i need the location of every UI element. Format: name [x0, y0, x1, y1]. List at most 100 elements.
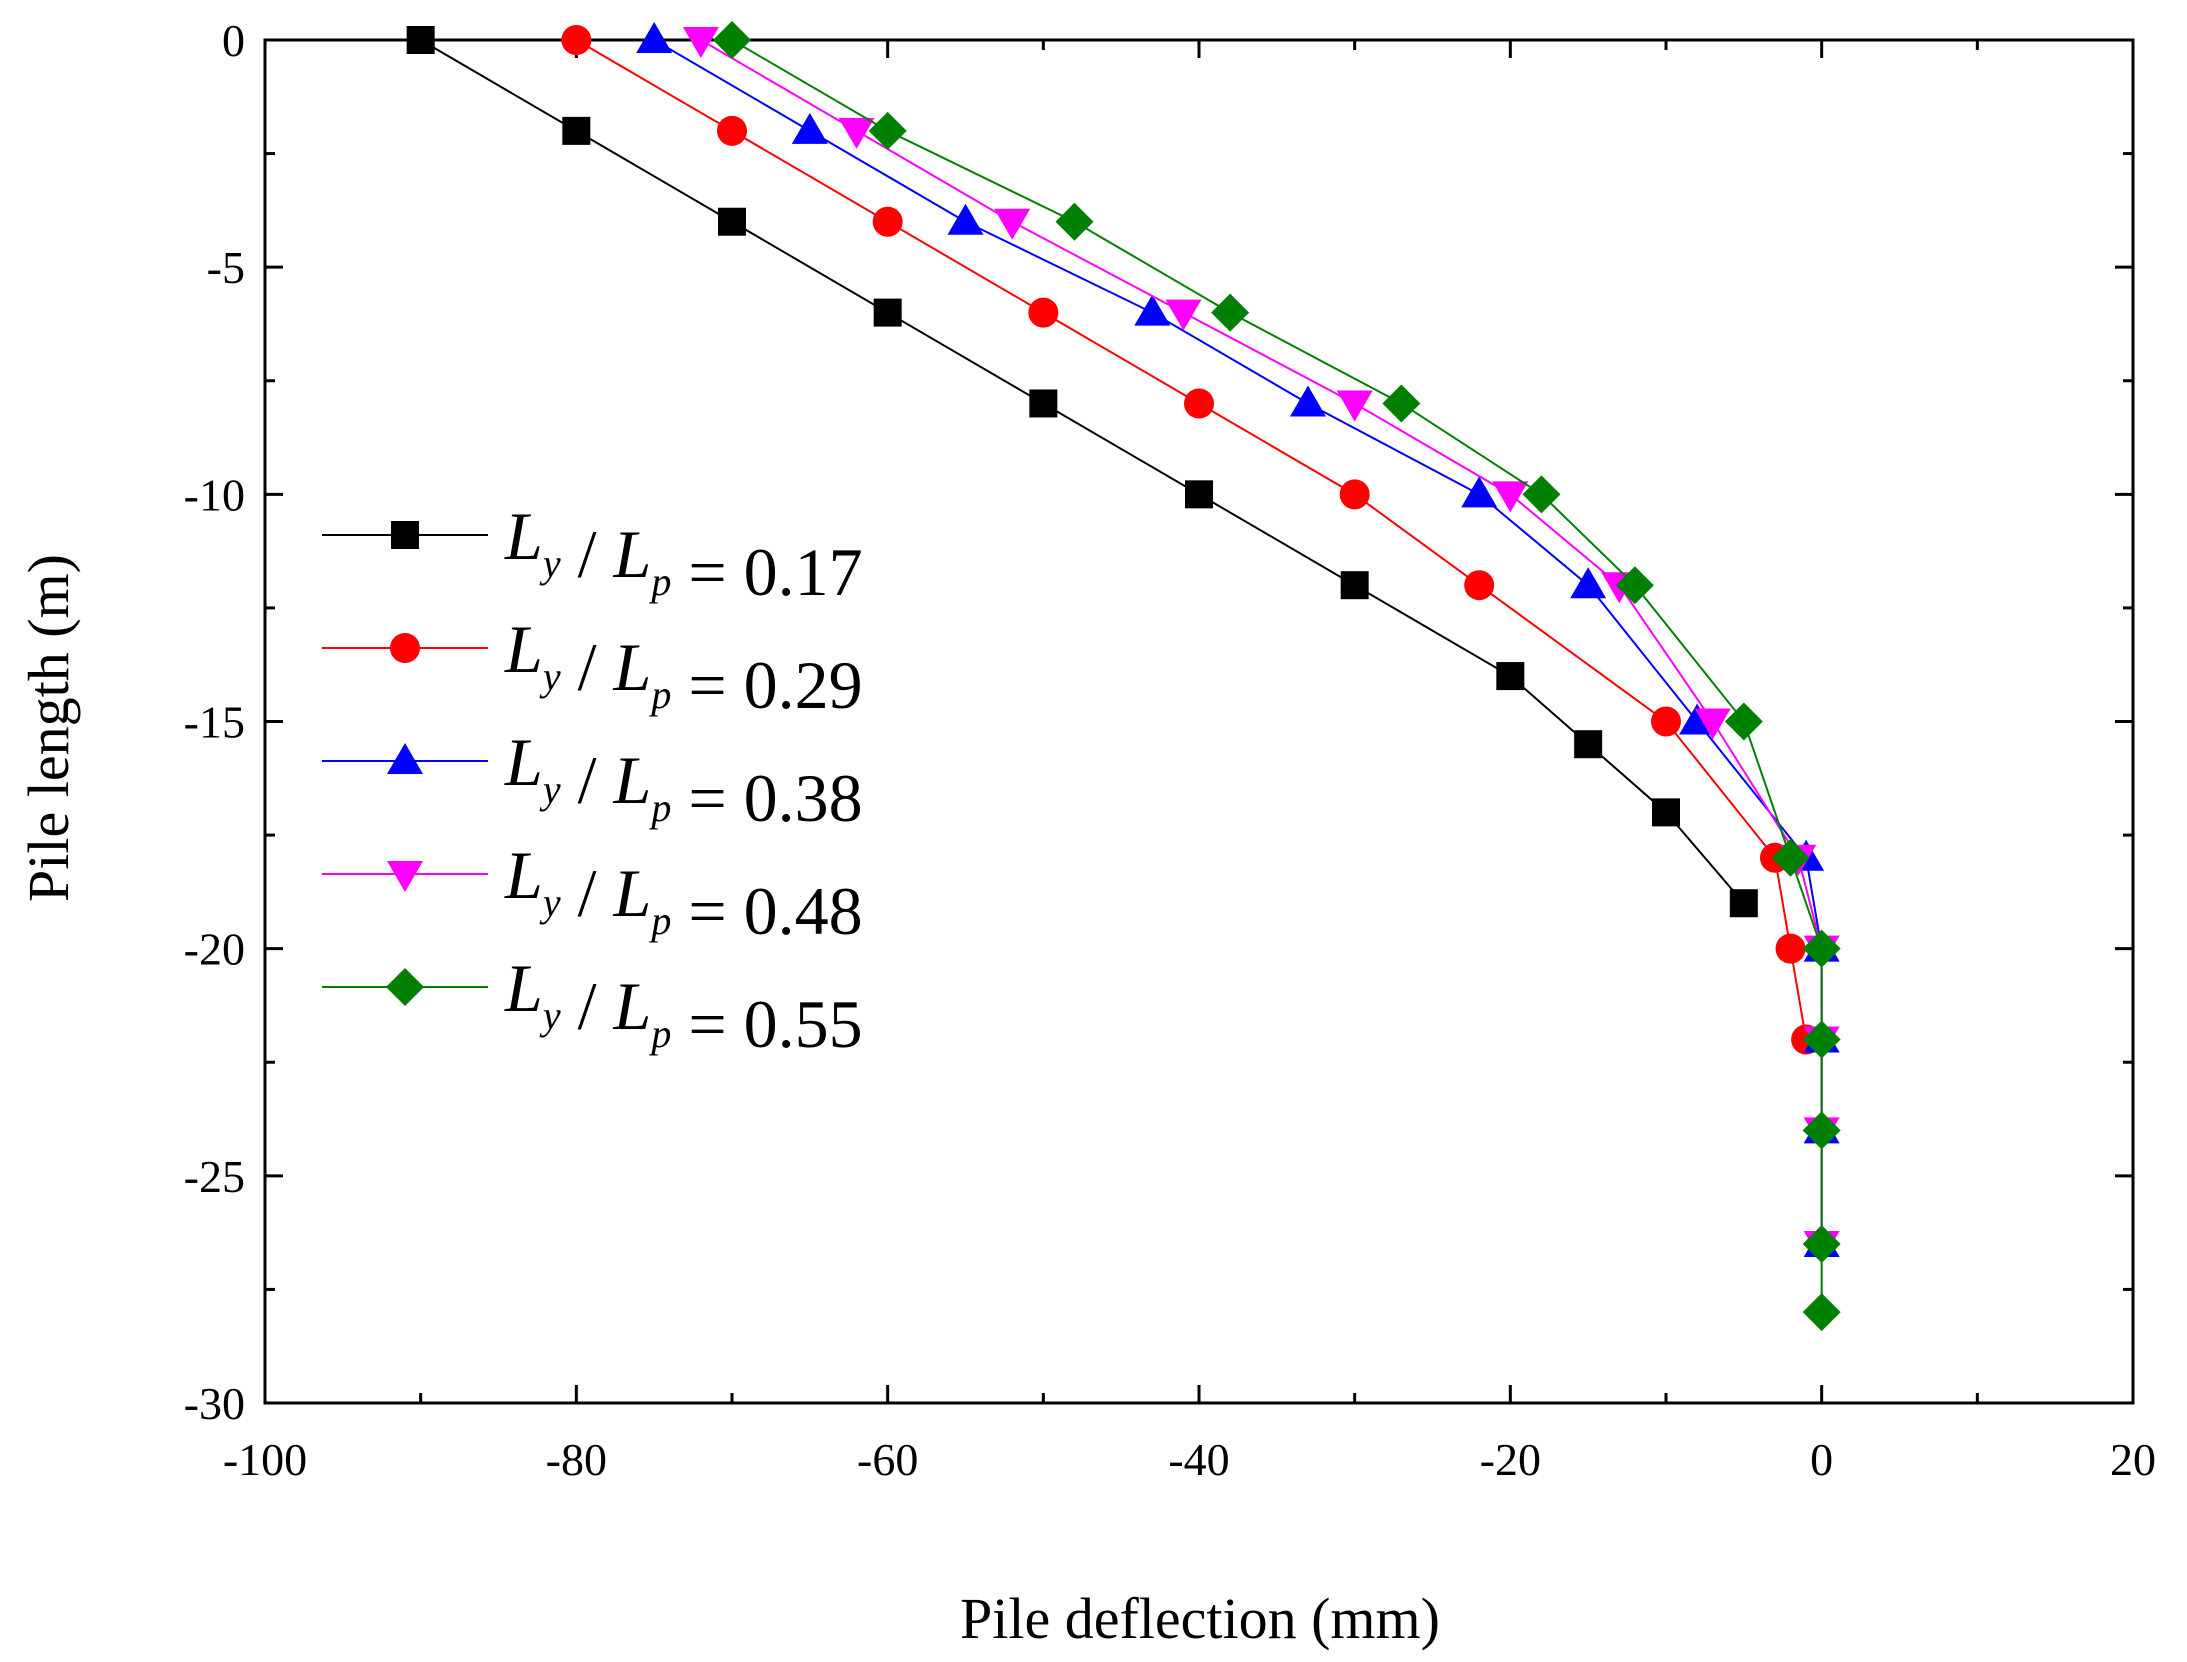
data-point [1185, 480, 1213, 509]
data-point [1652, 798, 1680, 827]
x-tick-label: 20 [2110, 1434, 2156, 1485]
y-axis-title: Pile length (m) [16, 554, 81, 902]
data-point [1694, 708, 1731, 740]
data-point [1802, 929, 1841, 968]
y-tick-label: -15 [184, 697, 245, 748]
data-point [1802, 1020, 1841, 1059]
legend-text-part: / [561, 968, 614, 1044]
data-point [1574, 730, 1603, 759]
legend-text-part: / [561, 629, 614, 705]
legend-text-part: L [613, 855, 652, 931]
legend-subscript: y [539, 880, 561, 925]
series-4 [682, 27, 1840, 1262]
data-point [1570, 567, 1607, 599]
y-tick-label: -5 [207, 242, 245, 293]
y-tick-label: -10 [184, 469, 245, 520]
data-point [1211, 293, 1250, 332]
data-point [791, 112, 828, 144]
data-point [1496, 662, 1525, 691]
legend-subscript: p [648, 672, 671, 717]
data-point [1724, 702, 1763, 741]
legend-text-part: L [613, 742, 652, 818]
legend-text-part: = 0.38 [671, 760, 862, 836]
data-point [1651, 706, 1681, 737]
data-point [838, 117, 875, 149]
data-point [1802, 1293, 1841, 1332]
x-tick-label: 0 [1810, 1434, 1833, 1485]
legend-text-part: / [561, 855, 614, 931]
legend-text-part: L [504, 611, 543, 687]
data-point [1464, 570, 1495, 601]
data-point [1028, 297, 1059, 328]
data-point [947, 203, 984, 235]
y-tick-label: -25 [184, 1151, 245, 1202]
legend-label: Ly / Lp = 0.29 [504, 611, 863, 723]
series-1 [406, 26, 1758, 918]
legend-text-part: = 0.48 [671, 873, 862, 949]
data-point [872, 206, 903, 237]
data-point [1029, 389, 1058, 418]
legend-subscript: p [648, 785, 671, 830]
legend-label: Ly / Lp = 0.17 [504, 498, 863, 610]
data-point [1771, 838, 1810, 877]
data-point [868, 111, 907, 150]
legend-subscript: p [648, 1011, 671, 1056]
legend-marker [386, 968, 424, 1006]
data-point [1134, 294, 1171, 326]
x-axis-title: Pile deflection (mm) [960, 1586, 1440, 1651]
data-point [562, 116, 591, 145]
legend-marker [387, 861, 423, 892]
x-tick-label: -100 [223, 1434, 307, 1485]
legend-item-1: Ly / Lp = 0.17 [322, 498, 863, 610]
series-line [700, 39, 1823, 1244]
data-point [1184, 388, 1214, 419]
data-point [1055, 202, 1094, 241]
legend-label: Ly / Lp = 0.48 [504, 837, 863, 949]
data-point [636, 22, 673, 53]
data-point [1729, 889, 1758, 918]
legend-item-3: Ly / Lp = 0.38 [322, 724, 863, 836]
legend-subscript: y [539, 654, 561, 699]
data-point [1492, 481, 1529, 513]
y-tick-label: -30 [184, 1378, 245, 1429]
legend-text-part: L [504, 498, 543, 574]
x-tick-label: -40 [1168, 1434, 1229, 1485]
legend-text-part: = 0.29 [671, 647, 862, 723]
data-point [1615, 566, 1654, 605]
legend-text-part: L [613, 516, 652, 592]
legend-text-part: L [504, 837, 543, 913]
legend-text-part: L [504, 950, 543, 1026]
legend-text-part: L [613, 629, 652, 705]
data-point [1775, 933, 1806, 964]
axes: -100 -80 -60 -40 -20 0 20 0 -5 -10 -15 -20 -25 -30 [184, 15, 2156, 1485]
x-tick-label: -20 [1480, 1434, 1541, 1485]
legend-item-4: Ly / Lp = 0.48 [322, 837, 863, 949]
legend-label: Ly / Lp = 0.55 [504, 950, 863, 1062]
plot-series [406, 21, 1841, 1332]
legend-item-2: Ly / Lp = 0.29 [322, 611, 863, 723]
legend-text-part: = 0.55 [671, 986, 862, 1062]
data-point [717, 115, 747, 146]
data-point [1336, 390, 1373, 422]
legend-subscript: y [539, 541, 561, 586]
legend-subscript: p [648, 898, 671, 943]
data-point [1382, 384, 1421, 423]
data-point [713, 21, 751, 59]
legend-subscript: p [648, 559, 671, 604]
data-point [1461, 476, 1498, 508]
series-line [653, 39, 1823, 1244]
data-point [1289, 385, 1326, 417]
legend-text-part: L [504, 724, 543, 800]
x-tick-label: -60 [857, 1434, 918, 1485]
data-point [718, 207, 746, 236]
y-tick-label: 0 [222, 15, 245, 66]
legend-item-5: Ly / Lp = 0.55 [322, 950, 863, 1062]
data-point [1165, 299, 1202, 331]
series-5 [713, 21, 1841, 1332]
data-point [1339, 479, 1370, 510]
legend-label: Ly / Lp = 0.38 [504, 724, 863, 836]
data-point [873, 298, 902, 327]
data-point [1802, 1224, 1841, 1263]
